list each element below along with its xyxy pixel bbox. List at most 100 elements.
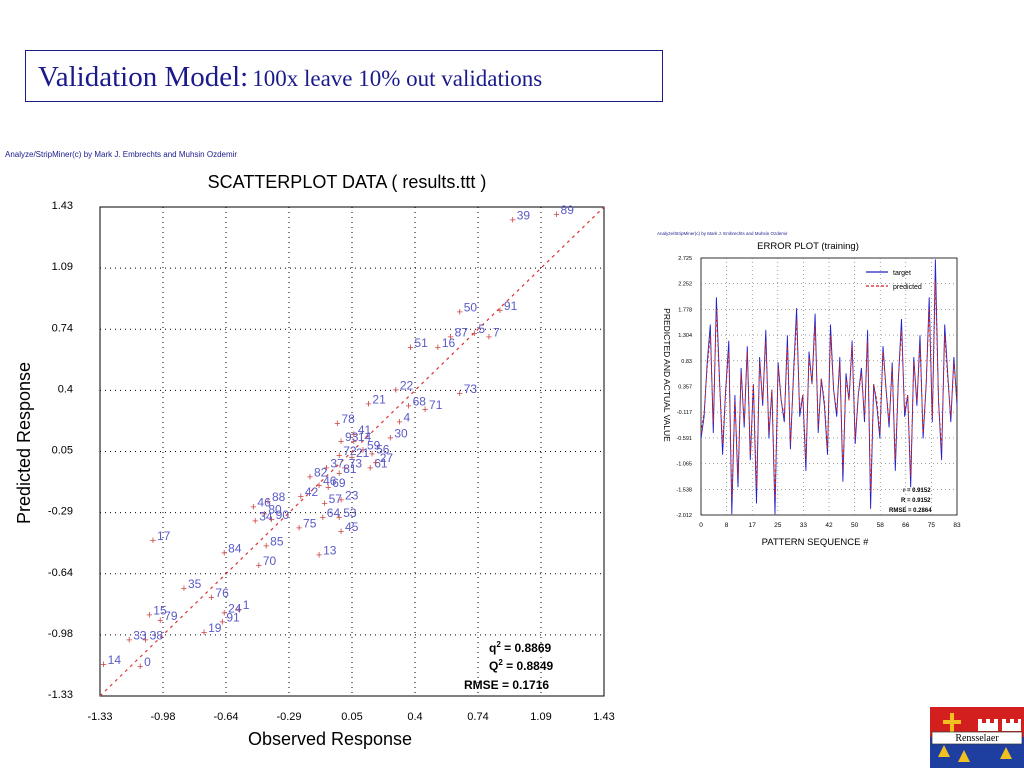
error-x-tick: 75 (928, 522, 936, 529)
scatter-y-tick: -0.98 (48, 628, 73, 640)
point-marker: + (142, 634, 148, 646)
scatter-point: +69 (325, 476, 346, 494)
stat-Q2-value: = 0.8849 (503, 659, 554, 673)
point-marker: + (150, 535, 156, 547)
point-marker: + (316, 549, 322, 561)
svg-text:Rensselaer: Rensselaer (955, 733, 999, 744)
stat-q2-value: = 0.8869 (501, 641, 552, 655)
error-y-tick: -1.065 (676, 462, 692, 468)
point-label: 46 (257, 495, 271, 509)
scatter-point: +39 (509, 208, 530, 226)
point-label: 13 (323, 543, 337, 557)
scatter-point: +41 (351, 423, 372, 441)
point-label: 33 (133, 628, 147, 642)
scatter-point: +14 (351, 430, 372, 448)
scatter-point: +80 (261, 503, 282, 521)
scatter-point: +46 (316, 474, 337, 492)
point-marker: + (338, 494, 344, 506)
scatter-title: SCATTERPLOT DATA ( results.ttt ) (208, 172, 487, 192)
scatter-point: +38 (142, 628, 163, 646)
point-label: 17 (157, 529, 171, 543)
scatter-point: +35 (181, 577, 202, 595)
scatter-point: +46 (250, 495, 271, 513)
point-label: 37 (330, 456, 344, 470)
point-label: 87 (455, 325, 469, 339)
scatter-point: +85 (263, 534, 284, 552)
point-label: 61 (374, 456, 388, 470)
point-label: 45 (345, 520, 359, 534)
scatter-point: +57 (321, 492, 342, 510)
scatter-x-tick: 1.09 (530, 711, 551, 723)
point-label: 90 (276, 508, 290, 522)
point-marker: + (137, 661, 143, 673)
stat-q2: q2 = 0.8869 (489, 640, 552, 655)
scatter-point: +34 (252, 510, 273, 528)
scatter-point: +61 (367, 456, 388, 474)
point-label: 81 (343, 462, 357, 476)
scatter-point: +24 (221, 602, 242, 620)
slide-title-box: Validation Model: 100x leave 10% out val… (25, 50, 663, 102)
point-marker: + (236, 604, 242, 616)
point-label: 21 (356, 446, 370, 460)
point-label: 38 (150, 628, 164, 642)
stat-q2-symbol: q (489, 641, 496, 655)
point-label: 72 (343, 444, 357, 458)
point-marker: + (486, 331, 492, 343)
scatter-point: +45 (338, 520, 359, 538)
scatter-point: +50 (457, 301, 478, 319)
error-title: ERROR PLOT (training) (757, 241, 859, 252)
scatter-x-tick: -0.64 (213, 711, 238, 723)
scatter-point: +15 (146, 604, 167, 622)
scatter-point: +71 (422, 398, 443, 416)
scatter-x-tick: 0.05 (341, 711, 362, 723)
point-marker: + (393, 384, 399, 396)
point-marker: + (336, 468, 342, 480)
point-label: 5 (478, 322, 485, 336)
point-label: 56 (376, 442, 390, 456)
point-label: 82 (314, 465, 328, 479)
point-label: 91 (226, 611, 240, 625)
stat-Q2: Q2 = 0.8849 (489, 658, 554, 673)
point-marker: + (100, 659, 106, 671)
point-label: 68 (413, 394, 427, 408)
point-marker: + (367, 462, 373, 474)
point-marker: + (407, 342, 413, 354)
point-marker: + (360, 445, 366, 457)
point-marker: + (457, 388, 463, 400)
point-marker: + (146, 610, 152, 622)
scatter-point: +81 (336, 462, 357, 480)
scatter-point: +53 (336, 506, 357, 524)
point-label: 59 (367, 439, 381, 453)
point-label: 78 (341, 412, 355, 426)
scatter-point: +7 (486, 325, 500, 343)
scatter-y-label: Predicted Response (14, 362, 34, 524)
legend-predicted-label: predicted (893, 284, 922, 291)
point-label: 51 (414, 336, 428, 350)
scatter-point: +76 (208, 586, 229, 604)
point-marker: + (250, 501, 256, 513)
point-marker: + (157, 615, 163, 627)
scatter-point: +37 (323, 456, 344, 474)
point-label: 14 (358, 430, 372, 444)
point-marker: + (126, 634, 132, 646)
point-label: 19 (208, 621, 222, 635)
scatter-point: +59 (360, 439, 381, 457)
point-marker: + (201, 627, 207, 639)
scatter-point: +23 (338, 488, 359, 506)
point-marker: + (221, 547, 227, 559)
point-label: 88 (272, 490, 286, 504)
scatter-x-label: Observed Response (248, 729, 412, 749)
point-label: 4 (403, 410, 410, 424)
point-marker: + (256, 560, 262, 572)
stat-q2-sup: 2 (496, 640, 501, 649)
point-marker: + (497, 305, 503, 317)
error-y-tick: 1.778 (678, 307, 692, 313)
point-label: 70 (263, 554, 277, 568)
scatter-point: +1 (236, 598, 250, 616)
point-label: 24 (228, 602, 242, 616)
error-y-tick: 2.252 (678, 282, 692, 288)
scatter-point: +21 (349, 446, 370, 464)
error-stat-r2: r = 0.9152 (903, 488, 931, 494)
legend-target-label: target (893, 270, 911, 277)
